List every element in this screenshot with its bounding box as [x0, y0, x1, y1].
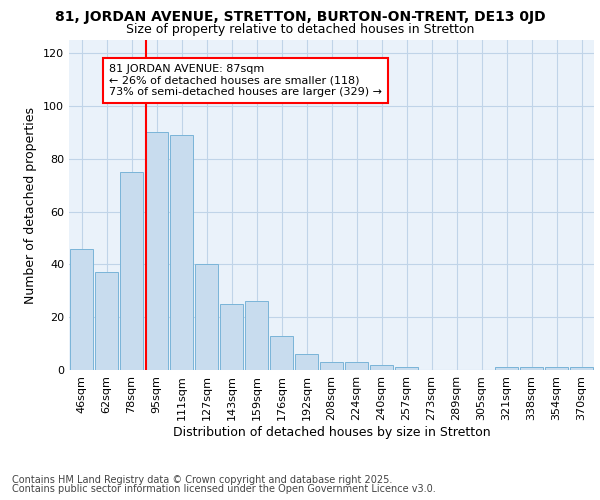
Bar — [195, 264, 218, 370]
X-axis label: Distribution of detached houses by size in Stretton: Distribution of detached houses by size … — [173, 426, 490, 438]
Text: Contains public sector information licensed under the Open Government Licence v3: Contains public sector information licen… — [12, 484, 436, 494]
Bar — [570, 368, 593, 370]
Bar — [95, 272, 118, 370]
Bar — [370, 364, 393, 370]
Bar — [120, 172, 143, 370]
Text: 81, JORDAN AVENUE, STRETTON, BURTON-ON-TRENT, DE13 0JD: 81, JORDAN AVENUE, STRETTON, BURTON-ON-T… — [55, 10, 545, 24]
Bar — [395, 368, 418, 370]
Y-axis label: Number of detached properties: Number of detached properties — [25, 106, 37, 304]
Bar — [245, 302, 268, 370]
Bar — [145, 132, 168, 370]
Bar — [70, 248, 93, 370]
Text: Size of property relative to detached houses in Stretton: Size of property relative to detached ho… — [126, 22, 474, 36]
Bar — [295, 354, 318, 370]
Bar — [495, 368, 518, 370]
Bar — [170, 135, 193, 370]
Bar — [320, 362, 343, 370]
Bar — [220, 304, 243, 370]
Bar — [270, 336, 293, 370]
Text: Contains HM Land Registry data © Crown copyright and database right 2025.: Contains HM Land Registry data © Crown c… — [12, 475, 392, 485]
Text: 81 JORDAN AVENUE: 87sqm
← 26% of detached houses are smaller (118)
73% of semi-d: 81 JORDAN AVENUE: 87sqm ← 26% of detache… — [109, 64, 382, 97]
Bar — [520, 368, 543, 370]
Bar — [545, 368, 568, 370]
Bar — [345, 362, 368, 370]
